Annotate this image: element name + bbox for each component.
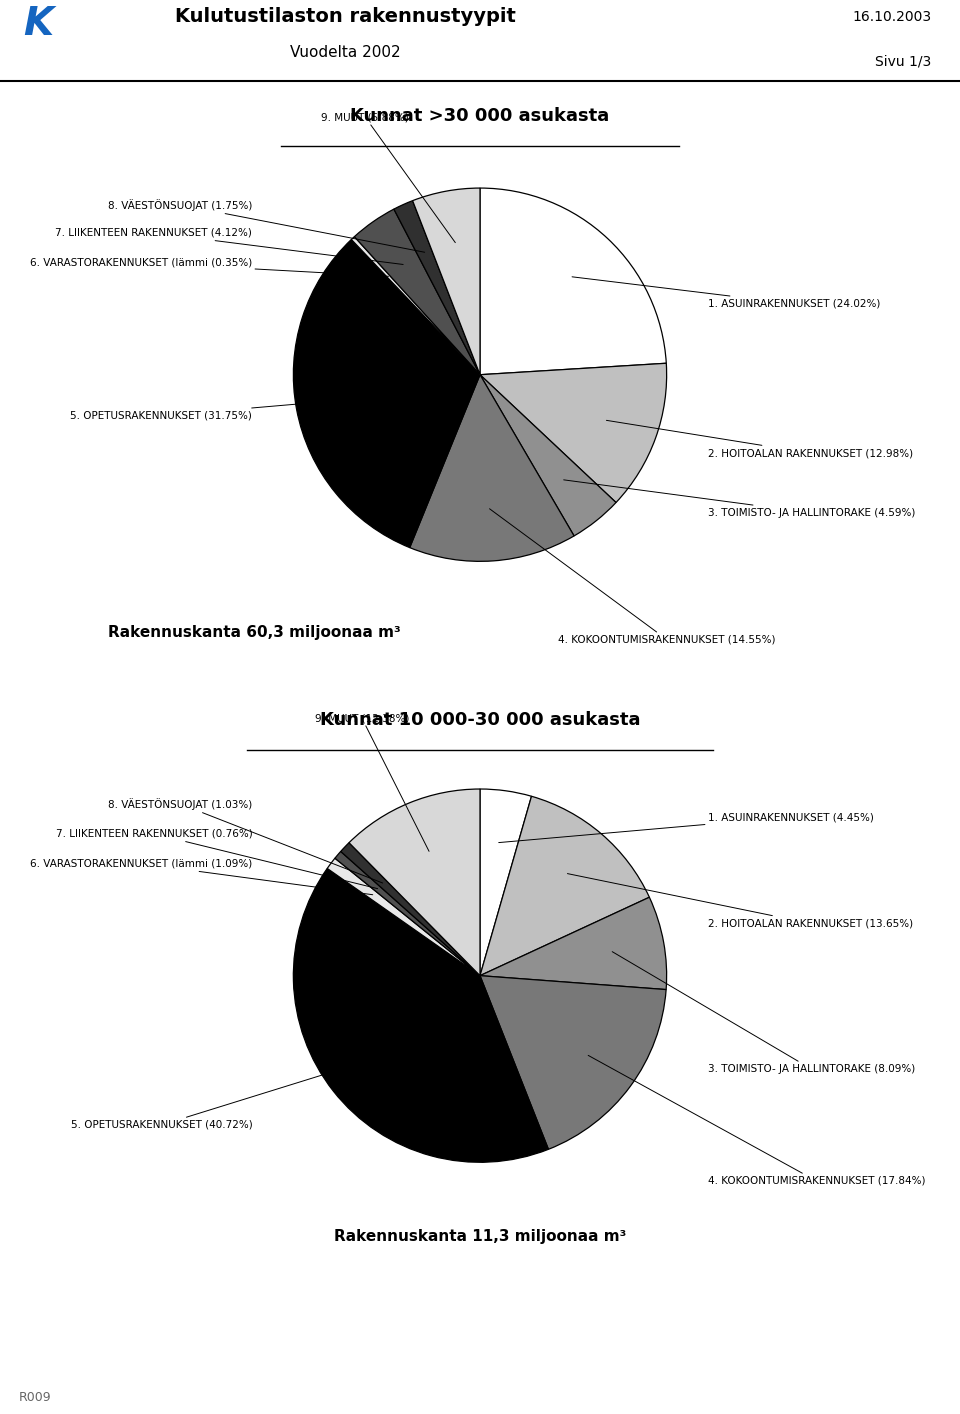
Wedge shape <box>480 976 666 1150</box>
Text: K: K <box>23 4 54 42</box>
Wedge shape <box>480 796 649 976</box>
Text: 6. VARASTORAKENNUKSET (lämmi (0.35%): 6. VARASTORAKENNUKSET (lämmi (0.35%) <box>30 257 389 276</box>
Text: 1. ASUINRAKENNUKSET (4.45%): 1. ASUINRAKENNUKSET (4.45%) <box>499 812 874 843</box>
Text: 7. LIIKENTEEN RAKENNUKSET (0.76%): 7. LIIKENTEEN RAKENNUKSET (0.76%) <box>56 829 377 888</box>
Text: 4. KOKOONTUMISRAKENNUKSET (17.84%): 4. KOKOONTUMISRAKENNUKSET (17.84%) <box>588 1055 925 1186</box>
Wedge shape <box>480 363 666 502</box>
Text: 7. LIIKENTEEN RAKENNUKSET (4.12%): 7. LIIKENTEEN RAKENNUKSET (4.12%) <box>56 228 403 264</box>
Text: 1. ASUINRAKENNUKSET (24.02%): 1. ASUINRAKENNUKSET (24.02%) <box>572 277 880 308</box>
Wedge shape <box>480 375 616 536</box>
Wedge shape <box>394 201 480 375</box>
Wedge shape <box>327 858 480 976</box>
Text: Kulutustilaston rakennustyypit: Kulutustilaston rakennustyypit <box>175 7 516 27</box>
Text: 3. TOIMISTO- JA HALLINTORAKE (8.09%): 3. TOIMISTO- JA HALLINTORAKE (8.09%) <box>612 952 915 1075</box>
Text: 16.10.2003: 16.10.2003 <box>852 10 931 24</box>
Text: Kunnat 10 000-30 000 asukasta: Kunnat 10 000-30 000 asukasta <box>320 711 640 730</box>
Wedge shape <box>480 898 666 990</box>
Text: 9. MUUT (5.88%): 9. MUUT (5.88%) <box>322 112 455 243</box>
Text: 2. HOITOALAN RAKENNUKSET (12.98%): 2. HOITOALAN RAKENNUKSET (12.98%) <box>607 420 913 458</box>
Wedge shape <box>294 868 548 1162</box>
Text: 4. KOKOONTUMISRAKENNUKSET (14.55%): 4. KOKOONTUMISRAKENNUKSET (14.55%) <box>490 509 776 645</box>
Text: 6. VARASTORAKENNUKSET (lämmi (1.09%): 6. VARASTORAKENNUKSET (lämmi (1.09%) <box>30 858 372 895</box>
Text: 8. VÄESTÖNSUOJAT (1.75%): 8. VÄESTÖNSUOJAT (1.75%) <box>108 199 424 252</box>
Wedge shape <box>294 239 480 547</box>
Wedge shape <box>413 188 480 375</box>
Wedge shape <box>335 851 480 976</box>
Text: 2. HOITOALAN RAKENNUKSET (13.65%): 2. HOITOALAN RAKENNUKSET (13.65%) <box>567 874 913 929</box>
Text: 5. OPETUSRAKENNUKSET (31.75%): 5. OPETUSRAKENNUKSET (31.75%) <box>70 400 348 421</box>
Wedge shape <box>410 375 574 561</box>
Wedge shape <box>351 236 480 375</box>
Text: Vuodelta 2002: Vuodelta 2002 <box>290 45 401 61</box>
Text: 3. TOIMISTO- JA HALLINTORAKE (4.59%): 3. TOIMISTO- JA HALLINTORAKE (4.59%) <box>564 479 915 518</box>
Text: Rakennuskanta 11,3 miljoonaa m³: Rakennuskanta 11,3 miljoonaa m³ <box>334 1229 626 1244</box>
Wedge shape <box>480 789 532 976</box>
Wedge shape <box>341 843 480 976</box>
Text: Rakennuskanta 60,3 miljoonaa m³: Rakennuskanta 60,3 miljoonaa m³ <box>108 625 401 641</box>
Wedge shape <box>349 789 480 976</box>
Wedge shape <box>354 209 480 375</box>
Text: 9. MUUT (12.38%): 9. MUUT (12.38%) <box>315 713 429 851</box>
Text: 5. OPETUSRAKENNUKSET (40.72%): 5. OPETUSRAKENNUKSET (40.72%) <box>70 1059 374 1130</box>
Text: R009: R009 <box>19 1390 52 1404</box>
Text: Sivu 1/3: Sivu 1/3 <box>875 54 931 68</box>
Wedge shape <box>480 188 666 375</box>
Text: Kunnat >30 000 asukasta: Kunnat >30 000 asukasta <box>350 107 610 126</box>
Text: 8. VÄESTÖNSUOJAT (1.03%): 8. VÄESTÖNSUOJAT (1.03%) <box>108 797 383 882</box>
